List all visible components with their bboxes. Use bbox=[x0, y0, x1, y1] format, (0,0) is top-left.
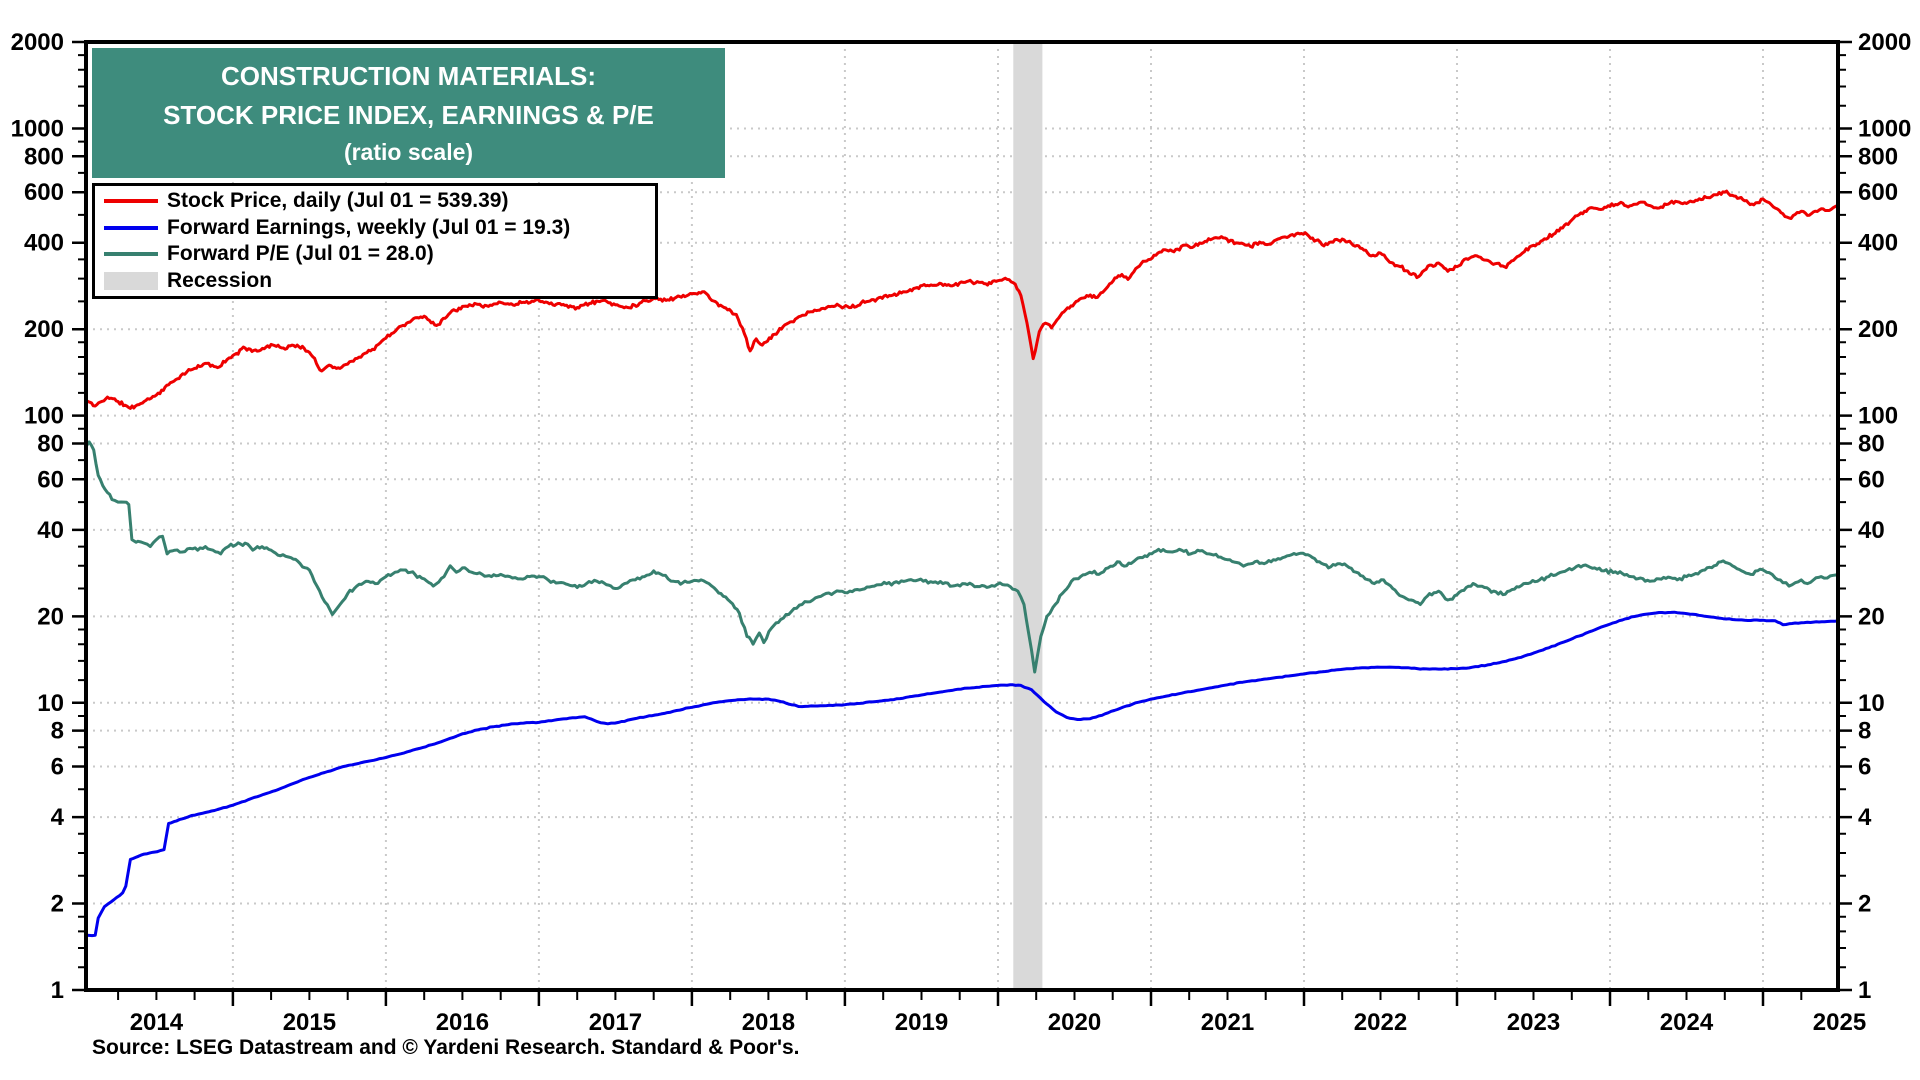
x-axis-year-label: 2024 bbox=[1660, 1009, 1714, 1036]
y-axis-label-right: 60 bbox=[1858, 466, 1885, 493]
legend-item-forward-pe: Forward P/E (Jul 01 = 28.0) bbox=[95, 241, 655, 267]
x-axis-year-label: 2017 bbox=[589, 1009, 642, 1036]
y-axis-label-right: 1000 bbox=[1858, 116, 1911, 143]
forward-earnings-line bbox=[86, 610, 1838, 938]
legend-item-forward-earnings: Forward Earnings, weekly (Jul 01 = 19.3) bbox=[95, 215, 655, 241]
x-axis-minor-ticks bbox=[117, 992, 1803, 1000]
y-axis-label-left: 20 bbox=[37, 603, 64, 630]
y-axis-label-right: 20 bbox=[1858, 603, 1885, 630]
y-axis-label-right: 800 bbox=[1858, 143, 1898, 170]
y-axis-label-right: 10 bbox=[1858, 690, 1885, 717]
y-axis-label-left: 40 bbox=[37, 517, 64, 544]
y-axis-label-left: 2000 bbox=[11, 29, 64, 56]
y-axis-label-left: 60 bbox=[37, 466, 64, 493]
y-axis-label-left: 200 bbox=[24, 316, 64, 343]
y-axis-major-ticks bbox=[72, 40, 1852, 992]
chart-title-box: CONSTRUCTION MATERIALS: STOCK PRICE INDE… bbox=[92, 48, 725, 178]
x-axis-year-label: 2021 bbox=[1201, 1009, 1254, 1036]
x-axis-year-label: 2022 bbox=[1354, 1009, 1407, 1036]
forward-earnings-line-swatch bbox=[95, 225, 167, 230]
recession-band-swatch bbox=[95, 271, 167, 290]
chart-title-line3: (ratio scale) bbox=[343, 138, 474, 165]
legend-item-recession: Recession bbox=[95, 268, 655, 294]
x-axis-year-label: 2023 bbox=[1507, 1009, 1560, 1036]
chart-title-line1: CONSTRUCTION MATERIALS: bbox=[220, 60, 597, 91]
y-axis-label-left: 1 bbox=[51, 977, 64, 1004]
y-axis-label-right: 6 bbox=[1858, 754, 1871, 781]
y-axis-label-right: 600 bbox=[1858, 179, 1898, 206]
legend-label-stock-price: Stock Price, daily (Jul 01 = 539.39) bbox=[167, 189, 509, 213]
y-axis-label-left: 8 bbox=[51, 718, 64, 745]
x-axis-year-label: 2015 bbox=[283, 1009, 336, 1036]
x-axis-year-label: 2014 bbox=[130, 1009, 184, 1036]
y-axis-label-right: 80 bbox=[1858, 431, 1885, 458]
y-axis-label-right: 4 bbox=[1858, 804, 1872, 831]
y-axis-label-left: 1000 bbox=[11, 116, 64, 143]
y-axis-label-left: 6 bbox=[51, 754, 64, 781]
y-axis-minor-ticks bbox=[78, 54, 1846, 969]
stock-price-line bbox=[86, 189, 1838, 410]
legend-label-forward-pe: Forward P/E (Jul 01 = 28.0) bbox=[167, 242, 434, 266]
forward-pe-line bbox=[86, 440, 1838, 674]
y-axis-label-right: 2 bbox=[1858, 891, 1871, 918]
y-axis-label-right: 2000 bbox=[1858, 29, 1911, 56]
y-axis-label-left: 400 bbox=[24, 230, 64, 257]
legend-label-forward-earnings: Forward Earnings, weekly (Jul 01 = 19.3) bbox=[167, 215, 571, 239]
y-axis-label-right: 400 bbox=[1858, 230, 1898, 257]
y-axis-label-right: 100 bbox=[1858, 403, 1898, 430]
y-axis-label-right: 200 bbox=[1858, 316, 1898, 343]
y-axis-label-left: 4 bbox=[51, 804, 65, 831]
x-axis-major-ticks bbox=[231, 992, 1765, 1006]
y-axis-label-left: 600 bbox=[24, 179, 64, 206]
x-axis-year-label: 2018 bbox=[742, 1009, 795, 1036]
legend-item-stock-price: Stock Price, daily (Jul 01 = 539.39) bbox=[95, 188, 655, 214]
x-axis-year-label: 2016 bbox=[436, 1009, 489, 1036]
source-attribution: Source: LSEG Datastream and © Yardeni Re… bbox=[92, 1036, 800, 1059]
y-axis-label-right: 40 bbox=[1858, 517, 1885, 544]
y-axis-label-left: 100 bbox=[24, 403, 64, 430]
forward-pe-line-swatch bbox=[95, 252, 167, 257]
recession-band bbox=[1013, 42, 1043, 990]
x-axis-year-label: 2020 bbox=[1048, 1009, 1101, 1036]
legend-label-recession: Recession bbox=[167, 268, 273, 292]
legend: Stock Price, daily (Jul 01 = 539.39) For… bbox=[92, 183, 658, 299]
y-axis-label-left: 800 bbox=[24, 143, 64, 170]
y-axis-label-left: 10 bbox=[37, 690, 64, 717]
y-axis-label-left: 2 bbox=[51, 891, 64, 918]
x-axis-year-label: 2025 bbox=[1813, 1009, 1866, 1036]
stock-price-line-swatch bbox=[95, 199, 167, 204]
chart-title-line2: STOCK PRICE INDEX, EARNINGS & P/E bbox=[163, 99, 654, 130]
y-axis-label-left: 80 bbox=[37, 431, 64, 458]
y-axis-label-right: 1 bbox=[1858, 977, 1871, 1004]
y-axis-label-right: 8 bbox=[1858, 718, 1871, 745]
x-axis-year-label: 2019 bbox=[895, 1009, 948, 1036]
plot-frame bbox=[84, 40, 1840, 992]
